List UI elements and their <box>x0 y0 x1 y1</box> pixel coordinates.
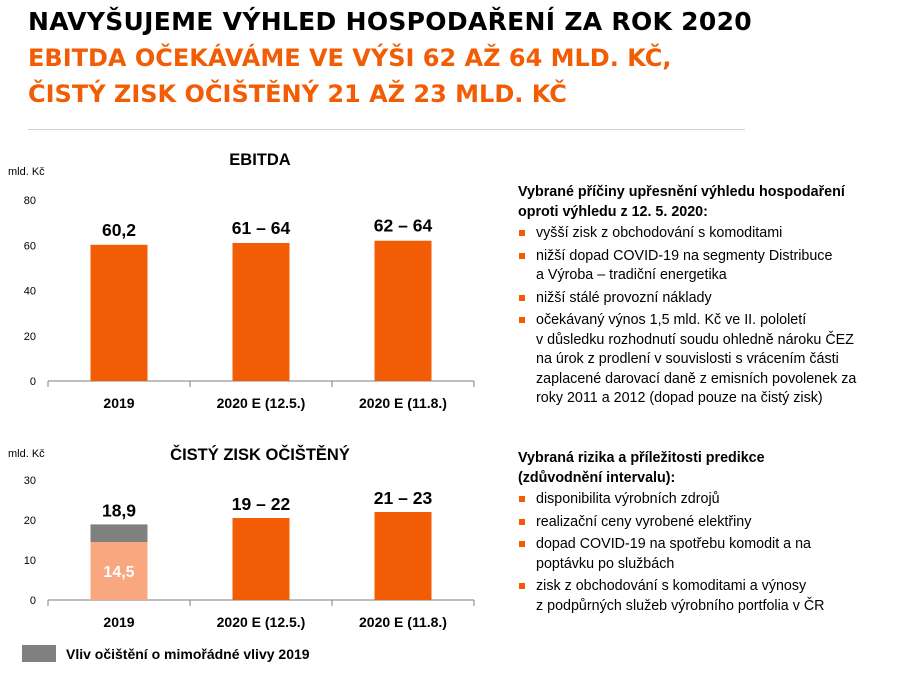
bullet-icon <box>519 496 525 502</box>
bar <box>232 242 290 381</box>
chart-title: ČISTÝ ZISK OČIŠTĚNÝ <box>170 445 350 464</box>
y-tick-label: 0 <box>30 376 36 388</box>
y-tick-label: 10 <box>24 555 36 567</box>
category-label: 2019 <box>103 614 134 630</box>
bar <box>374 240 432 381</box>
y-tick-label: 80 <box>24 195 36 207</box>
data-label: 61 – 64 <box>232 218 291 238</box>
cause-item-text: zaplacené darovací daně z emisních povol… <box>536 370 857 387</box>
risks-heading-line-2: (zdůvodnění intervalu): <box>518 469 676 486</box>
subtitle-line-1: EBITDA OČEKÁVÁME VE VÝŠI 62 AŽ 64 MLD. K… <box>28 44 672 72</box>
risks-panel: Vybraná rizika a příležitosti predikce (… <box>518 449 903 619</box>
risk-item-text: z podpůrných služeb výrobního portfolia … <box>536 597 825 614</box>
category-label: 2020 E (12.5.) <box>217 395 306 411</box>
bar <box>90 244 148 381</box>
cause-item: očekávaný výnos 1,5 mld. Kč ve II. polol… <box>518 311 903 409</box>
data-label: 60,2 <box>102 220 136 240</box>
causes-heading: Vybrané příčiny upřesnění výhledu hospod… <box>518 183 903 222</box>
cause-item-text: nižší dopad COVID-19 na segmenty Distrib… <box>536 247 833 264</box>
bar-base <box>90 542 148 600</box>
y-tick-label: 20 <box>24 331 36 343</box>
bullet-icon <box>519 541 525 547</box>
bullet-icon <box>519 230 525 236</box>
cause-item-text: a Výroba – tradiční energetika <box>536 267 727 283</box>
category-label: 2020 E (11.8.) <box>359 395 447 411</box>
cause-item: nižší stálé provozní náklady <box>518 289 903 309</box>
category-label: 2020 E (11.8.) <box>359 614 447 630</box>
category-label: 2019 <box>103 395 134 411</box>
header: NAVYŠUJEME VÝHLED HOSPODAŘENÍ ZA ROK 202… <box>28 4 893 112</box>
risks-heading: Vybraná rizika a příležitosti predikce (… <box>518 449 903 488</box>
bullet-icon <box>519 294 525 301</box>
category-label: 2020 E (12.5.) <box>217 614 306 630</box>
risk-item-text: disponibilita výrobních zdrojů <box>536 491 720 507</box>
risk-item-text: poptávku po službách <box>536 555 675 572</box>
risk-item: disponibilita výrobních zdrojů <box>518 490 903 510</box>
cause-item-text: na úrok z prodlení v souvislosti s vráce… <box>536 351 839 367</box>
cause-item-text: očekávaný výnos 1,5 mld. Kč ve II. polol… <box>536 312 807 328</box>
chart-title: EBITDA <box>229 151 291 169</box>
bar-inner-label: 14,5 <box>103 564 134 581</box>
unit-label: mld. Kč <box>8 448 45 460</box>
bar-base <box>374 512 432 600</box>
data-label: 62 – 64 <box>374 216 433 236</box>
y-tick-label: 20 <box>24 515 36 527</box>
cause-item: nižší dopad COVID-19 na segmenty Distrib… <box>518 247 903 286</box>
bar-base <box>232 518 290 600</box>
cause-item-text: nižší stálé provozní náklady <box>536 289 712 306</box>
bullet-icon <box>519 252 525 259</box>
y-tick-label: 0 <box>30 595 36 607</box>
y-tick-label: 40 <box>24 286 36 298</box>
risk-item-text: zisk z obchodování s komoditami a výnosy <box>536 578 807 594</box>
causes-heading-line-1: Vybrané příčiny upřesnění výhledu hospod… <box>518 184 845 200</box>
y-tick-label: 30 <box>24 475 36 487</box>
cause-item-text: roky 2011 a 2012 (dopad pouze na čistý z… <box>536 390 823 406</box>
risks-list: disponibilita výrobních zdrojů realizační… <box>518 490 903 616</box>
y-tick-label: 60 <box>24 240 36 252</box>
net-profit-chart: ČISTÝ ZISK OČIŠTĚNÝ mld. Kč 0 10 20 30 2019 202… <box>8 445 475 630</box>
bullet-icon <box>519 317 525 323</box>
risk-item: realizační ceny vyrobené elektřiny <box>518 513 903 533</box>
ebitda-chart: EBITDA mld. Kč 0 20 40 60 80 2019 2020 E (12.5.)… <box>8 151 475 411</box>
bar-adjustment <box>90 524 148 542</box>
chart-legend: Vliv očištění o mimořádné vlivy 2019 <box>22 645 310 662</box>
unit-label: mld. Kč <box>8 166 45 178</box>
bullet-icon <box>519 583 525 589</box>
cause-item-text: v důsledku rozhodnutí soudu ohledně náro… <box>536 331 854 348</box>
cause-item-text: vyšší zisk z obchodování s komoditami <box>536 225 783 241</box>
risk-item-text: dopad COVID-19 na spotřebu komodit a na <box>536 536 811 552</box>
header-divider <box>28 129 745 130</box>
causes-heading-line-2: oproti výhledu z 12. 5. 2020: <box>518 203 708 220</box>
risks-heading-line-1: Vybraná rizika a příležitosti predikce <box>518 450 765 466</box>
risk-item-text: realizační ceny vyrobené elektřiny <box>536 513 752 530</box>
risk-item: zisk z obchodování s komoditami a výnosy… <box>518 577 903 616</box>
data-label: 21 – 23 <box>374 488 433 508</box>
cause-item: vyšší zisk z obchodování s komoditami <box>518 224 903 244</box>
page-title: NAVYŠUJEME VÝHLED HOSPODAŘENÍ ZA ROK 202… <box>28 7 752 36</box>
causes-panel: Vybrané příčiny upřesnění výhledu hospod… <box>518 183 903 412</box>
legend-label: Vliv očištění o mimořádné vlivy 2019 <box>66 645 310 662</box>
subtitle-line-2: ČISTÝ ZISK OČIŠTĚNÝ 21 AŽ 23 MLD. KČ <box>28 80 567 108</box>
causes-list: vyšší zisk z obchodování s komoditami niž… <box>518 224 903 409</box>
data-label: 19 – 22 <box>232 494 291 514</box>
legend-swatch-adjustment <box>22 645 56 662</box>
bullet-icon <box>519 518 525 525</box>
data-label: 18,9 <box>102 500 136 520</box>
risk-item: dopad COVID-19 na spotřebu komodit a na p… <box>518 535 903 574</box>
